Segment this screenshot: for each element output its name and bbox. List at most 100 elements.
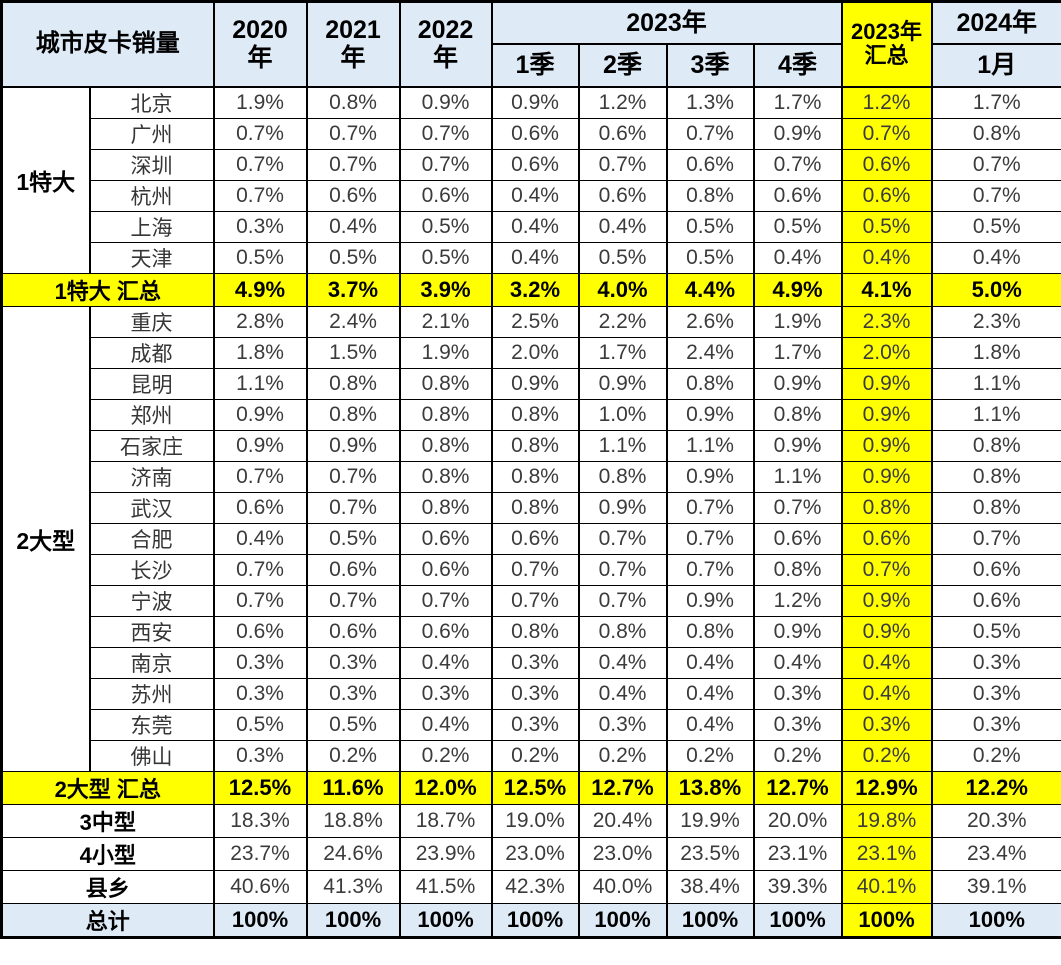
- city-pickup-sales-table: 城市皮卡销量 2020 年 2021 年 2022 年 2023年 2023年 …: [0, 0, 1061, 939]
- value-cell: 0.8%: [490, 615, 580, 648]
- value-cell: 18.8%: [305, 803, 401, 838]
- col-header-2023-total-line1: 2023年: [851, 18, 922, 44]
- value-cell: 0.8%: [490, 398, 580, 431]
- value-cell: 0.4%: [665, 708, 755, 741]
- value-cell: 0.3%: [752, 677, 843, 710]
- value-cell: 0.8%: [305, 86, 401, 119]
- value-cell: 0.7%: [930, 179, 1061, 212]
- value-cell: 0.3%: [490, 646, 580, 679]
- city-row: 上海 0.3% 0.4% 0.5% 0.4% 0.4% 0.5% 0.5% 0.5% 0.5%: [2, 210, 1061, 243]
- value-cell: 40.1%: [840, 869, 933, 904]
- city-row: 南京 0.3% 0.3% 0.4% 0.3% 0.4% 0.4% 0.4% 0.4% 0.3%: [2, 646, 1061, 679]
- value-cell: 1.1%: [930, 367, 1061, 400]
- value-cell: 0.4%: [398, 646, 493, 679]
- value-cell: 1.7%: [752, 336, 843, 369]
- value-cell: 0.2%: [930, 739, 1061, 772]
- value-cell: 0.4%: [490, 241, 580, 274]
- city-name-cell: 深圳: [88, 148, 215, 181]
- value-cell: 12.7%: [577, 770, 668, 805]
- col-header-2022: 2022 年: [398, 0, 493, 88]
- city-row: 1特大 北京 1.9% 0.8% 0.9% 0.9% 1.2% 1.3% 1.7% 1.2% 1.7…: [0, 86, 1061, 274]
- value-cell: 1.2%: [840, 86, 933, 119]
- value-cell: 0.2%: [752, 739, 843, 772]
- value-cell: 23.4%: [930, 836, 1061, 871]
- value-cell: 1.2%: [752, 584, 843, 617]
- table-body: 1特大 北京 1.9% 0.8% 0.9% 0.9% 1.2% 1.3% 1.7% 1.2% 1.7…: [0, 86, 1061, 938]
- city-name-cell: 长沙: [88, 553, 215, 586]
- value-cell: 0.3%: [490, 677, 580, 710]
- value-cell: 0.4%: [840, 241, 933, 274]
- value-cell: 1.1%: [752, 460, 843, 493]
- value-cell: 0.7%: [577, 584, 668, 617]
- group-label-cell: 2大型: [0, 305, 91, 772]
- value-cell: 23.9%: [398, 836, 493, 871]
- value-cell: 2.0%: [840, 336, 933, 369]
- value-cell: 0.8%: [577, 615, 668, 648]
- city-name-cell: 西安: [88, 615, 215, 648]
- value-cell: 0.2%: [305, 739, 401, 772]
- city-name-cell: 天津: [88, 241, 215, 274]
- value-cell: 0.3%: [305, 646, 401, 679]
- value-cell: 20.0%: [752, 803, 843, 838]
- value-cell: 0.7%: [305, 584, 401, 617]
- summary-row: 2大型 汇总 12.5% 11.6% 12.0% 12.5% 12.7% 13.8% 12.7…: [0, 770, 1061, 805]
- value-cell: 40.6%: [212, 869, 308, 904]
- city-name-cell: 东莞: [88, 708, 215, 741]
- value-cell: 0.7%: [840, 553, 933, 586]
- col-header-2021: 2021 年: [305, 0, 401, 88]
- value-cell: 0.3%: [840, 708, 933, 741]
- value-cell: 100%: [577, 902, 668, 938]
- value-cell: 0.8%: [305, 398, 401, 431]
- value-cell: 0.5%: [212, 708, 308, 741]
- value-cell: 19.0%: [490, 803, 580, 838]
- value-cell: 0.5%: [305, 241, 401, 274]
- col-header-q2: 2季: [577, 42, 668, 88]
- city-row: 昆明 1.1% 0.8% 0.8% 0.9% 0.9% 0.8% 0.9% 0.9% 1.1%: [2, 367, 1061, 400]
- value-cell: 0.7%: [398, 117, 493, 150]
- city-row: 佛山 0.3% 0.2% 0.2% 0.2% 0.2% 0.2% 0.2% 0.2% 0.2%: [2, 739, 1061, 772]
- city-name-cell: 重庆: [88, 305, 215, 338]
- table-title: 城市皮卡销量: [0, 0, 215, 88]
- value-cell: 0.9%: [752, 367, 843, 400]
- value-cell: 0.7%: [752, 148, 843, 181]
- value-cell: 0.7%: [490, 584, 580, 617]
- col-header-2021-line2: 年: [340, 44, 366, 73]
- value-cell: 0.7%: [665, 117, 755, 150]
- value-cell: 2.4%: [665, 336, 755, 369]
- value-cell: 0.6%: [398, 522, 493, 555]
- city-name-cell: 广州: [88, 117, 215, 150]
- value-cell: 0.4%: [752, 646, 843, 679]
- value-cell: 39.3%: [752, 869, 843, 904]
- city-row: 广州 0.7% 0.7% 0.7% 0.6% 0.6% 0.7% 0.9% 0.7% 0.8%: [2, 117, 1061, 150]
- city-name-cell: 合肥: [88, 522, 215, 555]
- city-name-cell: 佛山: [88, 739, 215, 772]
- value-cell: 0.9%: [398, 86, 493, 119]
- category-label-cell: 县乡: [0, 869, 215, 904]
- value-cell: 1.1%: [930, 398, 1061, 431]
- value-cell: 100%: [752, 902, 843, 938]
- value-cell: 0.4%: [490, 210, 580, 243]
- value-cell: 0.4%: [490, 179, 580, 212]
- value-cell: 2.0%: [490, 336, 580, 369]
- value-cell: 1.9%: [398, 336, 493, 369]
- value-cell: 23.1%: [752, 836, 843, 871]
- city-row: 合肥 0.4% 0.5% 0.6% 0.6% 0.7% 0.7% 0.6% 0.6% 0.7%: [2, 522, 1061, 555]
- total-label-cell: 总计: [0, 902, 215, 938]
- value-cell: 5.0%: [930, 272, 1061, 307]
- value-cell: 39.1%: [930, 869, 1061, 904]
- value-cell: 0.4%: [577, 677, 668, 710]
- value-cell: 0.7%: [305, 491, 401, 524]
- value-cell: 0.8%: [398, 429, 493, 462]
- value-cell: 13.8%: [665, 770, 755, 805]
- value-cell: 0.8%: [665, 367, 755, 400]
- value-cell: 0.9%: [305, 429, 401, 462]
- value-cell: 0.9%: [840, 429, 933, 462]
- value-cell: 0.7%: [577, 553, 668, 586]
- value-cell: 0.6%: [305, 179, 401, 212]
- col-header-2021-line1: 2021: [325, 16, 381, 45]
- city-row: 2大型 重庆 2.8% 2.4% 2.1% 2.5% 2.2% 2.6% 1.9% 2.3% 2.3…: [0, 305, 1061, 772]
- value-cell: 0.6%: [840, 522, 933, 555]
- value-cell: 0.8%: [398, 491, 493, 524]
- value-cell: 0.8%: [930, 460, 1061, 493]
- city-name-cell: 郑州: [88, 398, 215, 431]
